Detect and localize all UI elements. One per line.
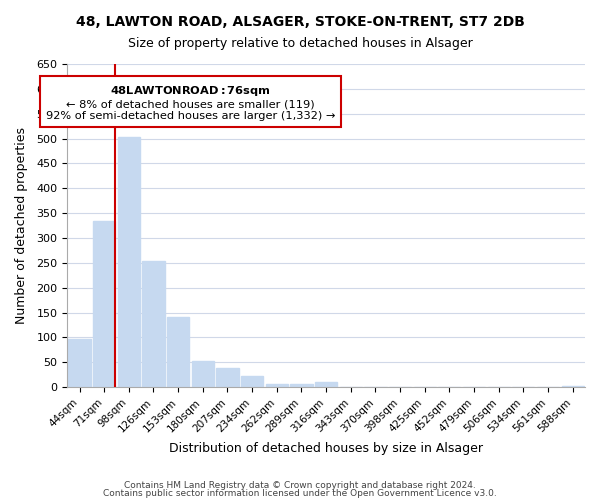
Bar [315,382,337,387]
Bar [167,318,189,387]
Bar [266,384,288,387]
Bar [93,220,115,387]
Bar [192,360,214,387]
Bar [68,339,91,387]
Bar [142,261,164,387]
X-axis label: Distribution of detached houses by size in Alsager: Distribution of detached houses by size … [169,442,483,455]
Bar [241,376,263,387]
Bar [562,386,584,387]
Text: 48, LAWTON ROAD, ALSAGER, STOKE-ON-TRENT, ST7 2DB: 48, LAWTON ROAD, ALSAGER, STOKE-ON-TRENT… [76,15,524,29]
Bar [290,384,313,387]
Text: Contains HM Land Registry data © Crown copyright and database right 2024.: Contains HM Land Registry data © Crown c… [124,481,476,490]
Text: Size of property relative to detached houses in Alsager: Size of property relative to detached ho… [128,38,472,51]
Y-axis label: Number of detached properties: Number of detached properties [15,127,28,324]
Text: $\bf{48 LAWTON ROAD: 76sqm}$
← 8% of detached houses are smaller (119)
92% of se: $\bf{48 LAWTON ROAD: 76sqm}$ ← 8% of det… [46,84,335,121]
Bar [217,368,239,387]
Text: Contains public sector information licensed under the Open Government Licence v3: Contains public sector information licen… [103,488,497,498]
Bar [118,137,140,387]
